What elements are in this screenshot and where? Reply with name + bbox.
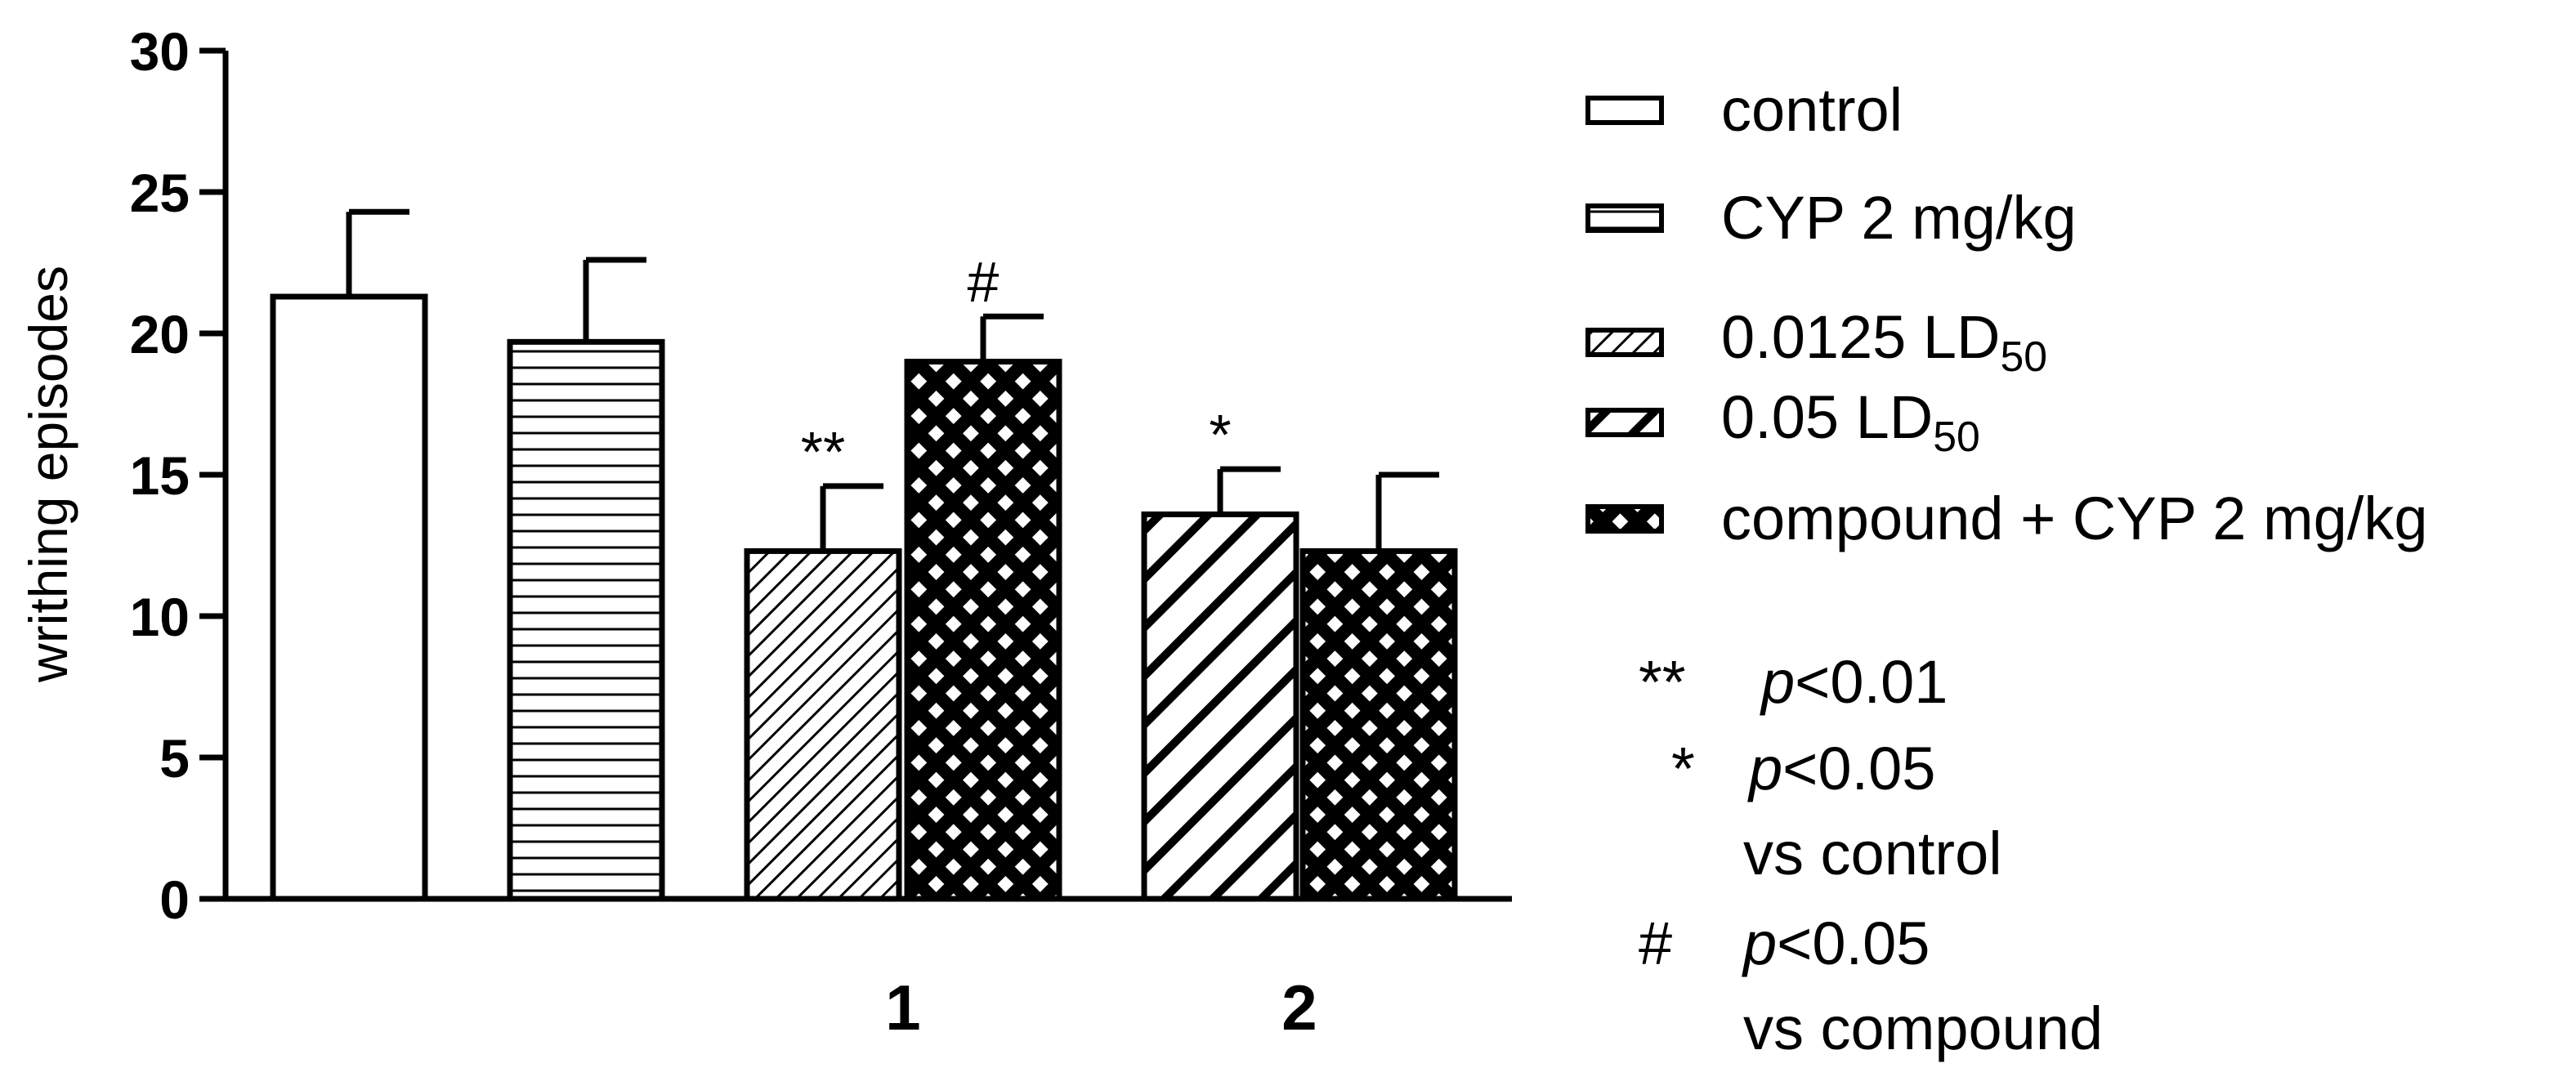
note-p05-text: <0.05 [1782, 735, 1936, 802]
note-p05: p<0.05 [1749, 739, 1935, 799]
bar-annotation: # [968, 250, 1000, 314]
legend-swatch-cyp [1585, 203, 1664, 233]
note-vs-compound: vs compound [1743, 994, 2104, 1062]
bar-annotation: * [1209, 403, 1231, 467]
note-hash: p<0.05 [1743, 914, 1930, 974]
note-vs-control: vs control [1743, 820, 2002, 887]
y-axis-label: writhing episodes [18, 266, 78, 683]
y-tick-label: 30 [130, 21, 190, 82]
note-hash-mark: # [1639, 909, 1673, 977]
bar [507, 338, 665, 902]
y-tick-label: 25 [130, 163, 190, 223]
legend-label-ld0125-sub: 50 [2000, 332, 2048, 380]
legend-swatch-combo [1585, 504, 1664, 534]
y-tick-label: 20 [130, 304, 190, 364]
y-ticks: 0 5 10 15 20 25 30 [130, 21, 226, 930]
bar [1299, 547, 1458, 902]
legend-item-combo: compound + CYP 2 mg/kg [1585, 482, 2428, 556]
y-tick-label: 10 [130, 587, 190, 647]
y-tick-label: 5 [159, 728, 190, 789]
bar-annotation: ** [801, 420, 845, 484]
legend-swatch-ld005 [1585, 408, 1664, 437]
bars: ** # * 1 2 [270, 208, 1458, 1043]
legend-swatch-control [1585, 96, 1664, 125]
note-p01: p<0.01 [1761, 652, 1948, 713]
y-tick-label: 0 [159, 869, 190, 930]
legend-label-ld005-sub: 50 [1933, 412, 1980, 460]
legend-label-cyp: CYP 2 mg/kg [1721, 184, 2077, 252]
note-hash-p: p [1743, 909, 1778, 977]
legend-item-control: control [1585, 74, 1903, 147]
y-tick-label: 15 [130, 445, 190, 506]
legend-swatch-ld0125 [1585, 328, 1664, 357]
x-group-label: 2 [1281, 972, 1317, 1043]
bar [270, 293, 428, 902]
x-group-label: 1 [885, 972, 920, 1043]
bar [744, 547, 902, 902]
bar [1141, 511, 1299, 902]
legend-item-cyp: CYP 2 mg/kg [1585, 181, 2077, 255]
note-p05-p: p [1749, 735, 1783, 802]
legend-label-ld005: 0.05 LD50 [1721, 387, 1980, 458]
legend-label-ld0125-text: 0.0125 LD [1721, 302, 2001, 371]
legend-item-ld005: 0.05 LD50 [1585, 386, 1980, 459]
legend-label-combo: compound + CYP 2 mg/kg [1721, 485, 2428, 552]
note-p01-text: <0.01 [1795, 648, 1948, 716]
note-hash-text: <0.05 [1777, 909, 1930, 977]
bar [904, 359, 1062, 902]
note-p01-mark: ** [1639, 648, 1686, 716]
note-p05-mark: * [1671, 735, 1695, 802]
legend-item-ld0125: 0.0125 LD50 [1585, 306, 2047, 379]
note-p01-p: p [1761, 648, 1796, 716]
legend-label-control: control [1721, 76, 1903, 144]
legend-label-ld0125: 0.0125 LD50 [1721, 306, 2048, 380]
legend-label-ld005-text: 0.05 LD [1721, 382, 1934, 451]
